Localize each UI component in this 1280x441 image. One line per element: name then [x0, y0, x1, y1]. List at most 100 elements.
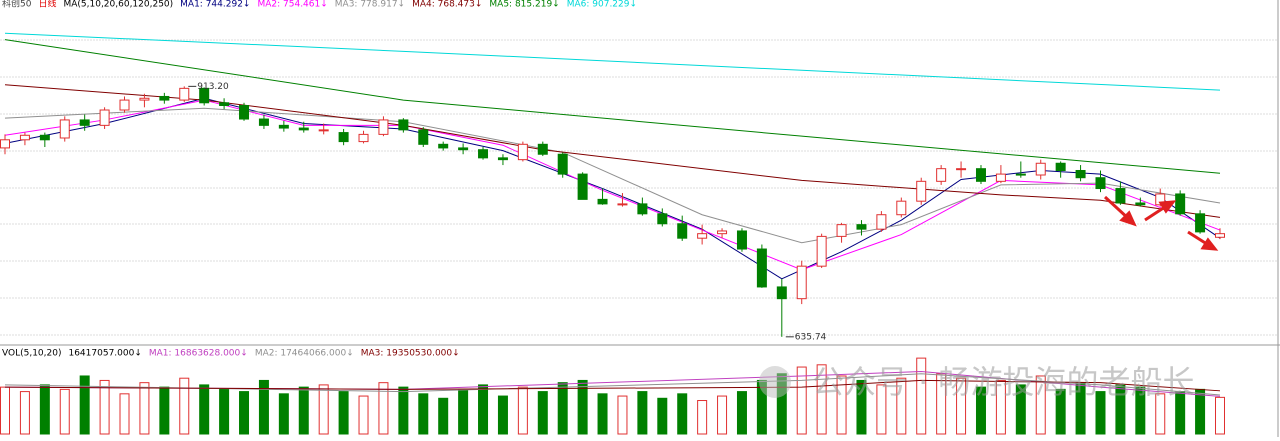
candle-body — [517, 143, 528, 161]
candle-body — [418, 129, 429, 145]
candle-body — [1175, 193, 1186, 215]
volume-bar — [975, 386, 986, 435]
candle-body — [1155, 193, 1166, 206]
legend-item: MA(5,10,20,60,120,250) — [63, 0, 173, 10]
candle-body — [199, 87, 210, 104]
volume-bar — [497, 395, 508, 435]
volume-bar — [19, 391, 30, 435]
volume-bar — [478, 384, 489, 435]
legend-item: MA6: 907.229↓ — [567, 0, 637, 10]
volume-bar — [438, 397, 449, 435]
volume-bar — [697, 400, 708, 435]
volume-bar — [338, 391, 349, 435]
volume-bar — [736, 391, 747, 435]
candle-body — [1195, 213, 1206, 233]
legend-item: MA3: 778.917↓ — [335, 0, 405, 10]
candle-body — [318, 129, 329, 132]
candle-body — [438, 143, 449, 149]
volume-bar — [139, 382, 150, 435]
candle-body — [717, 230, 728, 235]
candle-body — [637, 203, 648, 215]
candle-body — [876, 214, 887, 230]
volume-bar — [358, 395, 369, 435]
candle-body — [677, 223, 688, 239]
watermark-icon — [759, 366, 791, 398]
grid — [0, 39, 1278, 336]
candle-body — [836, 224, 847, 237]
candle-body — [179, 87, 190, 101]
arrow-head — [1119, 210, 1137, 227]
legend-item: MA4: 768.473↓ — [412, 0, 482, 10]
candle-body — [219, 102, 230, 106]
candle-body — [1135, 202, 1146, 206]
volume-bar — [239, 391, 250, 435]
candle-body — [159, 95, 170, 101]
volume-bar — [657, 397, 668, 435]
volume-bar — [278, 393, 289, 435]
candle-body — [1055, 162, 1066, 171]
candles — [0, 86, 1225, 337]
annotation-label: 635.74 — [795, 332, 827, 342]
candle-body — [79, 119, 90, 126]
candle-body — [995, 173, 1006, 182]
candle-body — [956, 168, 967, 171]
ma-line — [4, 97, 1221, 280]
ma-line — [4, 379, 1221, 392]
volume-bar — [458, 388, 469, 435]
candle-body — [756, 248, 767, 288]
volume-bar — [677, 393, 688, 435]
candle-body — [1215, 233, 1225, 238]
volume-bar — [0, 386, 10, 435]
candle-body — [796, 265, 807, 300]
ma-line — [4, 373, 1221, 396]
candle-body — [936, 168, 947, 182]
volume-bar — [1215, 396, 1225, 435]
arrow-head — [1158, 200, 1177, 214]
candle-body — [0, 139, 10, 149]
volume-bar — [1115, 384, 1126, 435]
volume-bar — [517, 386, 528, 435]
candle-body — [577, 173, 588, 200]
candle-body — [975, 168, 986, 182]
candle-body — [59, 119, 70, 139]
header: 科创50 日线 MA(5,10,20,60,120,250) MA1: 744.292… — [2, 0, 637, 10]
volume-bar — [1055, 388, 1066, 435]
candle-body — [139, 97, 150, 101]
volume-bar — [557, 382, 568, 435]
volume-bar — [39, 384, 50, 435]
candle-body — [776, 286, 787, 300]
volume-bar — [179, 377, 190, 435]
candle-body — [1115, 188, 1126, 204]
legend-item: VOL(5,10,20) — [2, 349, 61, 359]
volume-bar — [59, 388, 70, 435]
volume-panel — [0, 357, 1225, 435]
candle-body — [856, 224, 867, 230]
volume-bar — [597, 393, 608, 435]
legend-item: MA3: 19350530.000↓ — [361, 349, 460, 359]
legend-item: MA2: 17464066.000↓ — [255, 349, 354, 359]
candle-body — [1095, 177, 1106, 190]
candle-body — [816, 235, 827, 267]
volume-bar — [796, 366, 807, 435]
volume-bar — [1015, 384, 1026, 435]
volume-bar — [717, 395, 728, 435]
volume-bar — [119, 393, 130, 435]
candle-body — [736, 230, 747, 250]
candle-body — [19, 134, 30, 141]
volume-bar — [318, 384, 329, 435]
candle-body — [298, 127, 309, 131]
volume-bar — [418, 393, 429, 435]
volume-bar — [816, 364, 827, 435]
candle-body — [1035, 162, 1046, 176]
candle-body — [1075, 169, 1086, 179]
candle-body — [358, 133, 369, 143]
candle-body — [99, 109, 110, 126]
volume-bar — [537, 391, 548, 435]
legend-item: MA1: 744.292↓ — [180, 0, 250, 10]
candle-body — [497, 157, 508, 161]
watermark: 公众号 · 畅游投海的老船长 — [812, 363, 1195, 401]
volume-bar — [378, 382, 389, 435]
volume-bar — [856, 379, 867, 435]
volume-bar — [298, 386, 309, 435]
